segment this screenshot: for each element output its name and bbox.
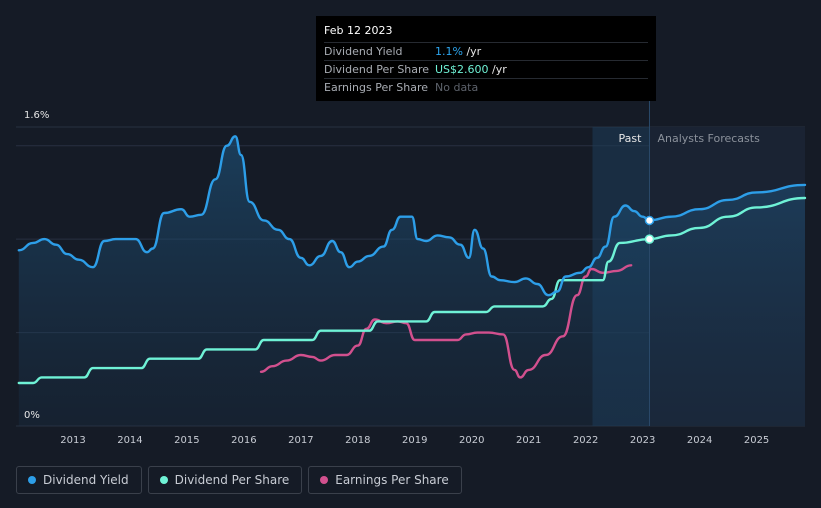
legend-item-dividend-per-share[interactable]: Dividend Per Share <box>147 466 303 494</box>
past-label: Past <box>619 132 643 145</box>
x-tick-label: 2017 <box>288 435 313 446</box>
x-tick-label: 2013 <box>60 435 85 446</box>
x-tick-label: 2022 <box>573 435 598 446</box>
analysts-forecasts-label: Analysts Forecasts <box>657 132 760 145</box>
chart-legend: Dividend Yield Dividend Per Share Earnin… <box>16 466 462 494</box>
x-tick-label: 2018 <box>345 435 370 446</box>
x-tick-label: 2024 <box>687 435 712 446</box>
x-tick-label: 2019 <box>402 435 427 446</box>
tooltip-date: Feb 12 2023 <box>324 24 393 37</box>
tooltip-value-unit: /yr <box>462 45 482 58</box>
chart-tooltip: Feb 12 2023 Dividend Yield 1.1% /yr Divi… <box>316 16 656 101</box>
dividend-per-share-marker <box>644 234 655 244</box>
legend-dot-icon <box>159 476 168 484</box>
tooltip-value-main: US$2.600 <box>435 63 489 76</box>
legend-item-earnings-per-share[interactable]: Earnings Per Share <box>308 466 462 494</box>
x-tick-label: 2020 <box>459 435 484 446</box>
x-tick-label: 2016 <box>231 435 256 446</box>
legend-label: Dividend Yield <box>43 473 129 487</box>
x-tick-label: 2021 <box>516 435 541 446</box>
tooltip-row-dividend-per-share: Dividend Per Share US$2.600 /yr <box>324 60 648 78</box>
y-axis-label-min: 0% <box>24 410 40 421</box>
tooltip-value: 1.1% /yr <box>435 43 481 60</box>
dividend-yield-line <box>17 135 807 297</box>
y-axis-label-max: 1.6% <box>24 110 49 121</box>
legend-dot-icon <box>28 476 36 484</box>
tooltip-row-dividend-yield: Dividend Yield 1.1% /yr <box>324 42 648 60</box>
tooltip-label: Earnings Per Share <box>324 81 429 94</box>
tooltip-value: No data <box>435 79 478 96</box>
tooltip-value-main: 1.1% <box>435 45 463 58</box>
tooltip-row-earnings-per-share: Earnings Per Share No data <box>324 78 648 96</box>
tooltip-value-unit: /yr <box>488 63 507 76</box>
legend-item-dividend-yield[interactable]: Dividend Yield <box>16 466 142 494</box>
dividend-yield-marker <box>644 215 655 226</box>
x-tick-label: 2014 <box>117 435 142 446</box>
tooltip-value: US$2.600 /yr <box>435 61 507 78</box>
tooltip-label: Dividend Yield <box>324 45 403 58</box>
legend-dot-icon <box>320 476 329 484</box>
dividend-yield-area <box>18 136 806 427</box>
x-tick-label: 2015 <box>174 435 199 446</box>
legend-label: Dividend Per Share <box>174 473 290 487</box>
earnings-per-share-line <box>259 264 633 379</box>
tooltip-value-main: No data <box>435 81 479 94</box>
x-tick-label: 2023 <box>630 435 655 446</box>
x-tick-label: 2025 <box>744 435 769 446</box>
tooltip-label: Dividend Per Share <box>324 63 430 76</box>
legend-label: Earnings Per Share <box>335 473 449 487</box>
